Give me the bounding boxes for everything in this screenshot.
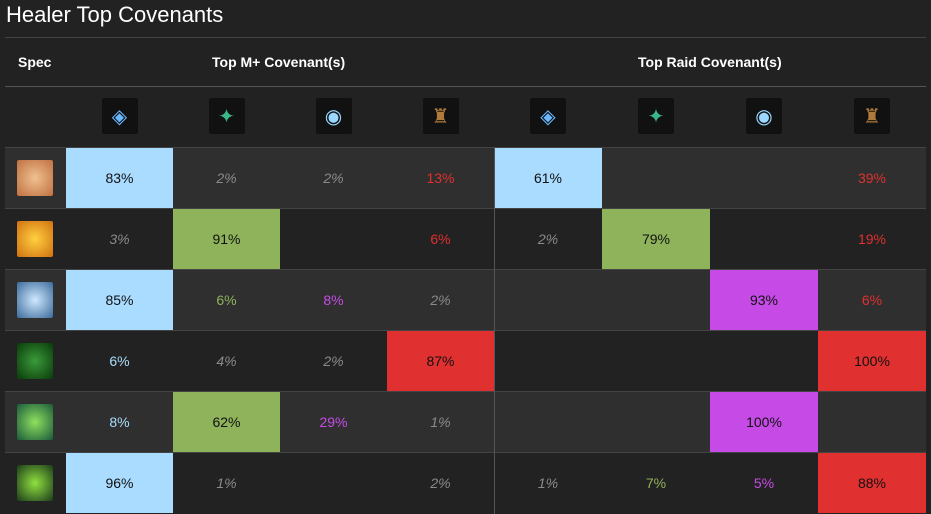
mplus-header: Top M+ Covenant(s) — [212, 54, 346, 70]
cell-mplus-kyrian: 8% — [109, 414, 130, 430]
cell-raid-night-fae — [710, 148, 818, 208]
cell-mplus-venthyr: 87% — [387, 331, 494, 391]
kyrian-icon: ◈ — [530, 98, 566, 134]
table-row: 96% 1% 2% 1% 7% 5% 88% — [5, 452, 926, 513]
cell-raid-venthyr: 19% — [857, 231, 887, 247]
cell-mplus-kyrian: 3% — [109, 231, 130, 247]
cell-mplus-kyrian: 83% — [66, 148, 173, 208]
night-fae-icon: ◉ — [315, 98, 352, 134]
cell-mplus-necrolord: 4% — [216, 353, 237, 369]
cell-mplus-necrolord: 2% — [216, 170, 237, 186]
cell-raid-kyrian — [494, 270, 602, 330]
cell-raid-night-fae — [710, 209, 818, 269]
cell-mplus-night-fae: 29% — [319, 414, 348, 430]
cell-raid-necrolord — [602, 148, 710, 208]
cell-mplus-venthyr: 1% — [430, 414, 451, 430]
cell-mplus-venthyr: 13% — [426, 170, 455, 186]
cell-raid-kyrian — [494, 392, 602, 452]
raid-header: Top Raid Covenant(s) — [638, 54, 782, 70]
night-fae-icon: ◉ — [746, 98, 782, 134]
table-row: 3% 91% 6% 2% 79% 19% — [5, 208, 926, 269]
restoration-druid-icon — [17, 404, 53, 440]
discipline-priest-icon — [17, 221, 53, 257]
necrolord-icon: ✦ — [208, 98, 245, 134]
kyrian-icon: ◈ — [101, 98, 138, 134]
cell-raid-kyrian: 61% — [494, 148, 602, 208]
holy-paladin-icon — [17, 160, 53, 196]
cell-mplus-night-fae — [280, 453, 387, 513]
cell-raid-kyrian: 1% — [537, 475, 559, 491]
table-header: Spec Top M+ Covenant(s) Top Raid Covenan… — [5, 37, 926, 87]
covenant-table: 83% 2% 2% 13% 61% 39% 3% 91% 6% 2% 79% 19% 85% 6% 8% 2%… — [5, 147, 926, 513]
cell-raid-night-fae — [710, 331, 818, 391]
table-row: 6% 4% 2% 87% 100% — [5, 330, 926, 391]
necrolord-icon: ✦ — [638, 98, 674, 134]
table-row: 83% 2% 2% 13% 61% 39% — [5, 147, 926, 208]
section-divider — [494, 147, 495, 514]
cell-raid-necrolord — [602, 392, 710, 452]
covenant-icon-row: ◈ ✦ ◉ ♜ ◈ ✦ ◉ ♜ — [5, 86, 926, 147]
cell-mplus-venthyr: 2% — [430, 475, 451, 491]
table-row: 8% 62% 29% 1% 100% — [5, 391, 926, 452]
cell-raid-necrolord — [602, 331, 710, 391]
cell-mplus-necrolord: 91% — [173, 209, 280, 269]
venthyr-icon: ♜ — [854, 98, 890, 134]
cell-mplus-night-fae: 8% — [323, 292, 344, 308]
cell-raid-necrolord: 7% — [645, 475, 667, 491]
cell-mplus-venthyr: 2% — [430, 292, 451, 308]
cell-mplus-kyrian: 85% — [66, 270, 173, 330]
cell-mplus-night-fae: 2% — [323, 170, 344, 186]
cell-mplus-kyrian: 96% — [66, 453, 173, 513]
cell-mplus-night-fae — [280, 209, 387, 269]
spec-header: Spec — [18, 54, 52, 70]
cell-raid-necrolord — [602, 270, 710, 330]
cell-raid-night-fae: 100% — [710, 392, 818, 452]
cell-raid-venthyr: 100% — [818, 331, 926, 391]
cell-raid-necrolord: 79% — [602, 209, 710, 269]
holy-priest-icon — [17, 282, 53, 318]
cell-raid-night-fae: 93% — [710, 270, 818, 330]
cell-raid-night-fae: 5% — [753, 475, 775, 491]
cell-mplus-necrolord: 62% — [173, 392, 280, 452]
venthyr-icon: ♜ — [422, 98, 459, 134]
cell-mplus-necrolord: 1% — [216, 475, 237, 491]
cell-mplus-venthyr: 6% — [430, 231, 451, 247]
cell-raid-venthyr: 6% — [861, 292, 883, 308]
cell-raid-venthyr — [818, 392, 926, 452]
mistweaver-monk-icon — [17, 343, 53, 379]
cell-mplus-kyrian: 6% — [109, 353, 130, 369]
cell-mplus-necrolord: 6% — [216, 292, 237, 308]
cell-raid-kyrian: 2% — [537, 231, 559, 247]
page-title: Healer Top Covenants — [6, 2, 224, 27]
cell-raid-kyrian — [494, 331, 602, 391]
restoration-shaman-icon — [17, 465, 53, 501]
cell-mplus-night-fae: 2% — [323, 353, 344, 369]
cell-raid-venthyr: 88% — [818, 453, 926, 513]
cell-raid-venthyr: 39% — [857, 170, 887, 186]
table-row: 85% 6% 8% 2% 93% 6% — [5, 269, 926, 330]
